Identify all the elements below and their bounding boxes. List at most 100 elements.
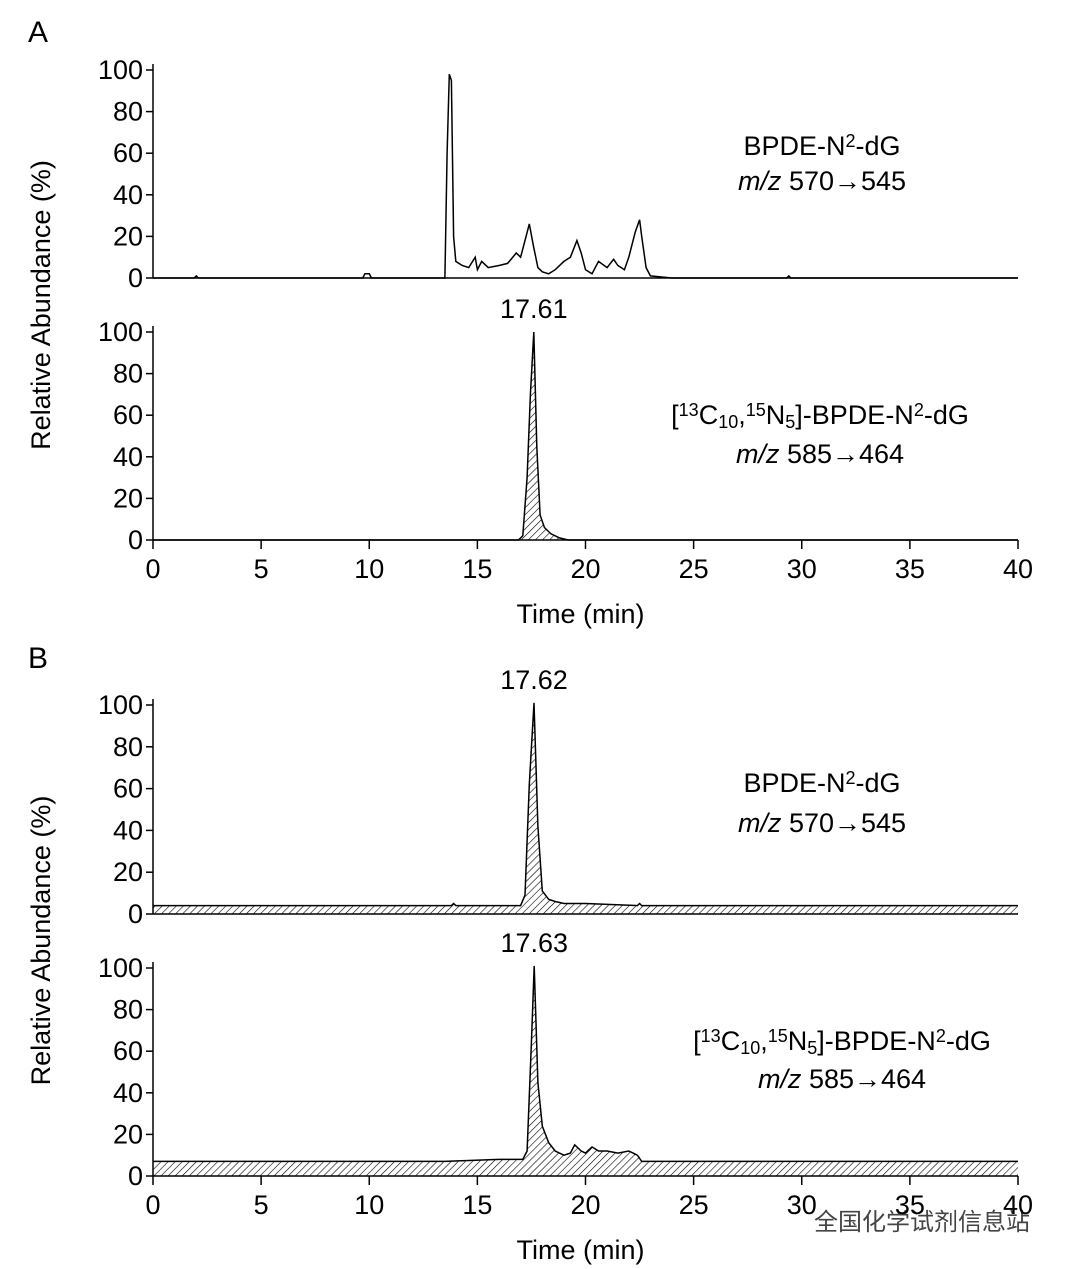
label-run: m/z bbox=[736, 439, 780, 469]
compound-label: m/z 585→464 bbox=[758, 1064, 926, 1094]
trace bbox=[153, 331, 1018, 541]
compound-label: BPDE-N2-dG bbox=[743, 131, 900, 161]
y-axis-label: Relative Abundance (%) bbox=[26, 160, 56, 450]
x-tick-label: 40 bbox=[1003, 1190, 1033, 1220]
label-run: ]-BPDE-N bbox=[795, 400, 914, 430]
label-run: 13 bbox=[679, 400, 699, 420]
y-tick-label: 20 bbox=[113, 483, 143, 513]
label-run: 2 bbox=[845, 131, 855, 151]
label-run: [ bbox=[693, 1026, 701, 1056]
y-tick-label: 60 bbox=[113, 1036, 143, 1066]
label-run: 585→464 bbox=[779, 439, 904, 469]
label-run: -dG bbox=[946, 1026, 991, 1056]
label-run: C bbox=[721, 1026, 741, 1056]
label-run: 10 bbox=[718, 412, 738, 432]
label-run: 2 bbox=[845, 768, 855, 788]
y-tick-label: 40 bbox=[113, 815, 143, 845]
x-tick-label: 0 bbox=[145, 1190, 160, 1220]
x-tick-label: 0 bbox=[145, 554, 160, 584]
x-tick-label: 40 bbox=[1003, 554, 1033, 584]
y-tick-label: 100 bbox=[98, 317, 143, 347]
compound-label: BPDE-N2-dG bbox=[743, 768, 900, 798]
label-run: [ bbox=[671, 400, 679, 430]
x-tick-label: 15 bbox=[462, 554, 492, 584]
y-tick-label: 0 bbox=[128, 1161, 143, 1191]
label-run: -dG bbox=[856, 131, 901, 161]
compound-label: m/z 570→545 bbox=[738, 166, 906, 196]
label-run: 13 bbox=[701, 1026, 721, 1046]
y-tick-label: 20 bbox=[113, 857, 143, 887]
y-tick-label: 20 bbox=[113, 221, 143, 251]
y-tick-label: 20 bbox=[113, 1119, 143, 1149]
x-tick-label: 25 bbox=[679, 554, 709, 584]
y-tick-label: 60 bbox=[113, 774, 143, 804]
label-run: BPDE-N bbox=[743, 768, 845, 798]
label-run: 585→464 bbox=[801, 1064, 926, 1094]
y-tick-label: 80 bbox=[113, 359, 143, 389]
x-tick-label: 10 bbox=[354, 1190, 384, 1220]
label-run: , bbox=[738, 400, 746, 430]
trace bbox=[153, 73, 1018, 279]
label-run: 15 bbox=[768, 1026, 788, 1046]
x-tick-label: 15 bbox=[462, 1190, 492, 1220]
peak-label: 17.63 bbox=[500, 928, 568, 958]
label-run: 2 bbox=[914, 400, 924, 420]
y-tick-label: 40 bbox=[113, 1078, 143, 1108]
x-tick-label: 5 bbox=[254, 1190, 269, 1220]
x-tick-label: 25 bbox=[679, 1190, 709, 1220]
x-tick-label: 35 bbox=[895, 554, 925, 584]
label-run: 10 bbox=[740, 1038, 760, 1058]
y-tick-label: 100 bbox=[98, 953, 143, 983]
y-tick-label: 0 bbox=[128, 525, 143, 555]
x-axis-label: Time (min) bbox=[517, 599, 645, 629]
trace bbox=[153, 965, 1018, 1163]
label-run: -dG bbox=[856, 768, 901, 798]
x-tick-label: 20 bbox=[570, 1190, 600, 1220]
compound-label: m/z 585→464 bbox=[736, 439, 904, 469]
y-axis-label: Relative Abundance (%) bbox=[26, 796, 56, 1086]
label-run: 570→545 bbox=[781, 166, 906, 196]
y-tick-label: 100 bbox=[98, 690, 143, 720]
compound-label: m/z 570→545 bbox=[738, 808, 906, 838]
label-run: m/z bbox=[738, 808, 782, 838]
peak-label: 17.62 bbox=[500, 665, 568, 695]
label-run: 5 bbox=[807, 1038, 817, 1058]
trace-area bbox=[153, 332, 1018, 540]
y-tick-label: 40 bbox=[113, 442, 143, 472]
y-tick-label: 80 bbox=[113, 732, 143, 762]
label-run: -dG bbox=[924, 400, 969, 430]
x-tick-label: 30 bbox=[787, 1190, 817, 1220]
y-tick-label: 80 bbox=[113, 995, 143, 1025]
label-run: 15 bbox=[746, 400, 766, 420]
x-axis-label: Time (min) bbox=[517, 1235, 645, 1265]
label-run: m/z bbox=[758, 1064, 802, 1094]
y-tick-label: 60 bbox=[113, 138, 143, 168]
x-tick-label: 10 bbox=[354, 554, 384, 584]
peak-label: 17.61 bbox=[500, 294, 568, 324]
panel-label: B bbox=[28, 642, 48, 675]
x-tick-label: 5 bbox=[254, 554, 269, 584]
y-tick-label: 40 bbox=[113, 180, 143, 210]
y-tick-label: 0 bbox=[128, 899, 143, 929]
label-run: 570→545 bbox=[781, 808, 906, 838]
label-run: 5 bbox=[785, 412, 795, 432]
label-run: C bbox=[699, 400, 719, 430]
watermark: 全国化学试剂信息站 bbox=[814, 1209, 1030, 1236]
panel-label: A bbox=[28, 16, 48, 49]
compound-label: [13C10,15N5]-BPDE-N2-dG bbox=[693, 1026, 991, 1058]
compound-label: [13C10,15N5]-BPDE-N2-dG bbox=[671, 400, 969, 432]
y-tick-label: 80 bbox=[113, 97, 143, 127]
label-run: N bbox=[788, 1026, 808, 1056]
y-tick-label: 60 bbox=[113, 400, 143, 430]
label-run: m/z bbox=[738, 166, 782, 196]
x-tick-label: 20 bbox=[570, 554, 600, 584]
label-run: , bbox=[760, 1026, 768, 1056]
label-run: 2 bbox=[936, 1026, 946, 1046]
y-tick-label: 0 bbox=[128, 263, 143, 293]
label-run: BPDE-N bbox=[743, 131, 845, 161]
x-tick-label: 30 bbox=[787, 554, 817, 584]
y-tick-label: 100 bbox=[98, 55, 143, 85]
x-tick-label: 35 bbox=[895, 1190, 925, 1220]
